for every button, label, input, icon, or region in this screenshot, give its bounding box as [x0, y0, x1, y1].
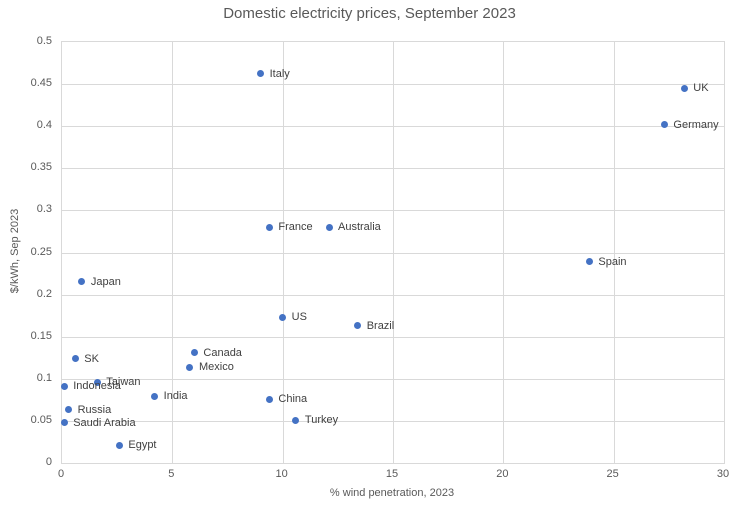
data-point-egypt	[115, 441, 123, 449]
x-tick-label: 25	[606, 468, 619, 480]
gridline-vertical	[283, 42, 284, 463]
data-point-label: China	[278, 393, 308, 405]
x-tick-label: 0	[57, 468, 65, 480]
data-point-label: Turkey	[304, 414, 339, 427]
y-tick-label: 0.45	[30, 77, 52, 90]
x-axis-title: % wind penetration, 2023	[329, 487, 455, 499]
data-point-label: Canada	[203, 346, 242, 359]
gridline-vertical	[172, 42, 173, 463]
y-tick-label: 0.2	[36, 287, 52, 300]
data-point-mexico	[186, 363, 194, 371]
data-point-brazil	[354, 322, 362, 330]
data-point-label: Germany	[673, 118, 719, 131]
data-point-india	[151, 392, 159, 400]
data-point-spain	[585, 258, 593, 266]
data-point-label: Brazil	[366, 319, 395, 332]
data-point-label: Italy	[269, 67, 290, 80]
x-tick-label: 10	[275, 468, 288, 480]
data-point-germany	[660, 121, 668, 129]
data-point-china	[265, 395, 273, 403]
data-point-uk	[680, 84, 688, 92]
y-tick-label: 0	[45, 456, 52, 468]
data-point-label: Mexico	[198, 361, 234, 373]
data-point-japan	[78, 278, 86, 286]
data-point-label: Australia	[338, 221, 381, 234]
data-point-label: India	[163, 390, 188, 403]
data-point-italy	[257, 70, 265, 78]
y-tick-label: 0.3	[36, 203, 52, 216]
y-tick-label: 0.35	[30, 161, 52, 174]
data-point-label: UK	[693, 82, 709, 95]
data-point-us	[279, 313, 287, 321]
chart-title: Domestic electricity prices, September 2…	[223, 5, 516, 22]
gridline-vertical	[503, 42, 504, 463]
y-tick-label: 0.15	[30, 329, 52, 342]
data-point-label: Egypt	[128, 439, 157, 452]
y-tick-label: 0.25	[30, 245, 52, 258]
data-point-label: Spain	[598, 255, 627, 268]
gridline-vertical	[614, 42, 615, 463]
data-point-label: France	[278, 221, 313, 234]
data-point-indonesia	[60, 382, 68, 390]
data-point-label: Indonesia	[73, 380, 121, 393]
data-point-label: Taiwan	[106, 376, 141, 389]
gridline-vertical	[393, 42, 394, 463]
x-tick-label: 30	[716, 468, 730, 480]
data-point-france	[265, 223, 273, 231]
data-point-label: US	[291, 311, 307, 324]
x-tick-label: 15	[385, 468, 399, 480]
data-point-label: Japan	[90, 275, 121, 288]
data-point-label: Saudi Arabia	[73, 416, 136, 429]
data-point-canada	[190, 349, 198, 357]
y-tick-label: 0.5	[36, 35, 52, 47]
y-tick-label: 0.05	[30, 413, 52, 426]
y-tick-label: 0.4	[36, 119, 52, 132]
data-point-label: Russia	[77, 403, 112, 416]
data-point-taiwan	[93, 378, 101, 386]
data-point-label: SK	[84, 352, 99, 365]
y-tick-label: 0.1	[36, 371, 52, 384]
plot-area: Italy UK Germany France Australia Spain Japan U…	[60, 41, 725, 464]
data-point-australia	[325, 223, 333, 231]
x-tick-label: 5	[168, 468, 175, 480]
data-point-sk	[71, 355, 79, 363]
x-tick-label: 20	[496, 468, 509, 480]
data-point-saudi-arabia	[60, 419, 68, 427]
data-point-russia	[65, 406, 73, 414]
data-point-turkey	[292, 416, 300, 424]
